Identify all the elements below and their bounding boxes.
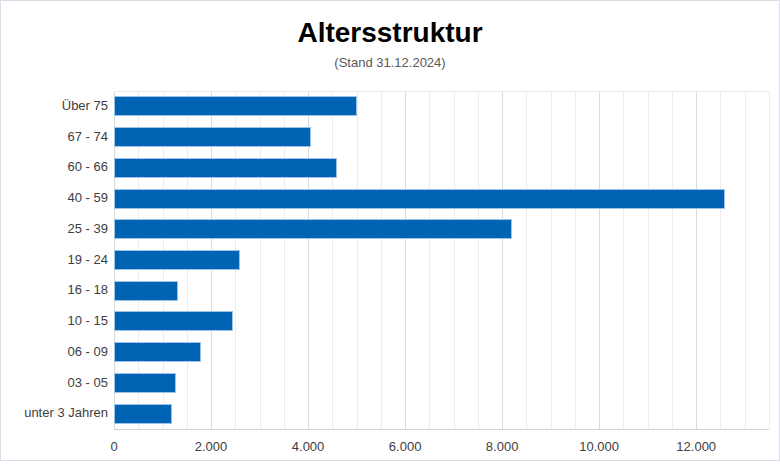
plot-top-border: [114, 91, 769, 92]
major-gridline: [405, 91, 406, 429]
minor-gridline: [623, 91, 624, 429]
minor-gridline: [526, 91, 527, 429]
bar: [114, 127, 311, 147]
minor-gridline: [551, 91, 552, 429]
category-label: 67 - 74: [1, 122, 108, 153]
screenshot-canvas: Altersstruktur (Stand 31.12.2024) Über 7…: [0, 0, 780, 468]
category-label: 40 - 59: [1, 183, 108, 214]
bar: [114, 189, 725, 209]
category-label: 10 - 15: [1, 306, 108, 337]
minor-gridline: [429, 91, 430, 429]
category-label: 60 - 66: [1, 152, 108, 183]
chart-subtitle: (Stand 31.12.2024): [1, 55, 779, 70]
x-tick-label: 4.000: [292, 439, 325, 454]
category-label: 25 - 39: [1, 214, 108, 245]
x-tick-label: 0: [110, 439, 117, 454]
minor-gridline: [648, 91, 649, 429]
category-label: unter 3 Jahren: [1, 398, 108, 429]
minor-gridline: [478, 91, 479, 429]
bar: [114, 373, 176, 393]
x-tick-label: 12.000: [676, 439, 716, 454]
category-label: 06 - 09: [1, 337, 108, 368]
minor-gridline: [332, 91, 333, 429]
x-tick-label: 2.000: [195, 439, 228, 454]
bar: [114, 158, 337, 178]
category-label: 03 - 05: [1, 368, 108, 399]
bar: [114, 250, 240, 270]
minor-gridline: [745, 91, 746, 429]
major-gridline: [599, 91, 600, 429]
major-gridline: [502, 91, 503, 429]
category-label: 16 - 18: [1, 275, 108, 306]
chart-title: Altersstruktur: [1, 17, 779, 49]
minor-gridline: [672, 91, 673, 429]
minor-gridline: [575, 91, 576, 429]
x-tick-label: 8.000: [486, 439, 519, 454]
bar: [114, 342, 201, 362]
minor-gridline: [454, 91, 455, 429]
category-label: Über 75: [1, 91, 108, 122]
bar: [114, 281, 178, 301]
minor-gridline: [720, 91, 721, 429]
bar: [114, 219, 512, 239]
major-gridline: [696, 91, 697, 429]
chart-frame: Altersstruktur (Stand 31.12.2024) Über 7…: [0, 0, 780, 461]
x-tick-label: 10.000: [579, 439, 619, 454]
minor-gridline: [381, 91, 382, 429]
bar: [114, 404, 172, 424]
bar: [114, 311, 233, 331]
category-label: 19 - 24: [1, 245, 108, 276]
minor-gridline: [769, 91, 770, 429]
x-axis-line: [114, 429, 769, 430]
bar: [114, 96, 357, 116]
minor-gridline: [357, 91, 358, 429]
x-tick-label: 6.000: [389, 439, 422, 454]
